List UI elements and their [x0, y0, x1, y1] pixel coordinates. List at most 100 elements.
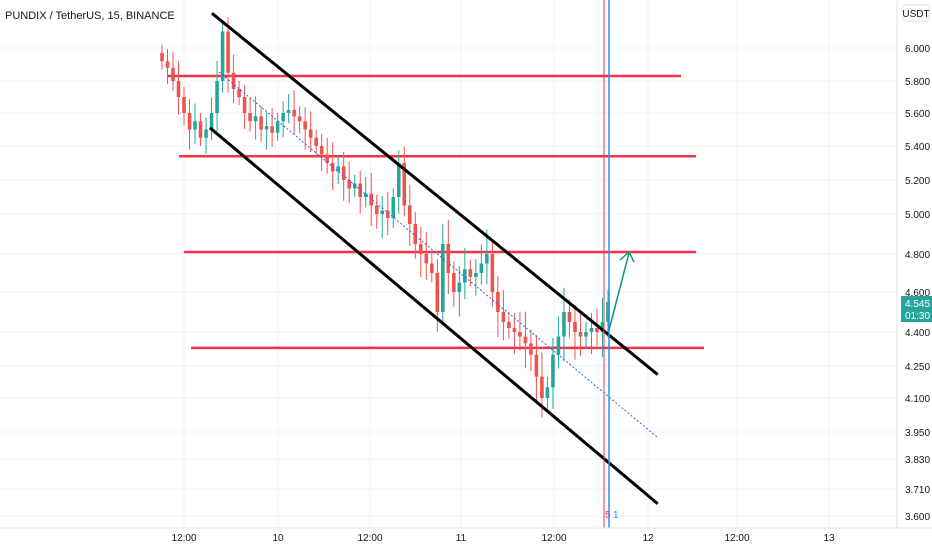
time-tick-label: 11 [456, 533, 467, 544]
candle-body [567, 312, 572, 322]
candles [160, 17, 610, 418]
candle-body [314, 137, 318, 146]
price-tick-label: 4.250 [905, 362, 930, 373]
time-tick-label: 12 [642, 533, 654, 544]
candle-body [518, 332, 522, 337]
chart-title: PUNDIX / TetherUS, 15, BINANCE [5, 10, 175, 22]
price-tick-label: 3.830 [905, 455, 930, 466]
currency-badge[interactable]: USDT [902, 4, 930, 22]
candle-body [237, 89, 241, 97]
candle-body [446, 244, 451, 273]
channel-midline [218, 71, 658, 438]
current-price-tag-box [901, 296, 932, 322]
candle-body [501, 312, 506, 322]
candle-body [336, 166, 340, 172]
candle-body [352, 183, 357, 189]
candle-body [308, 129, 313, 138]
candle-body [589, 328, 594, 332]
candle-body [391, 197, 396, 218]
candle-body [523, 336, 528, 344]
time-tick-label: 10 [272, 533, 284, 544]
candle-body [556, 336, 561, 355]
candle-body [374, 205, 379, 214]
candle-body [187, 113, 192, 130]
price-tick-label: 5.800 [905, 77, 930, 88]
candle-body [275, 121, 280, 133]
arrow-head-icon [619, 250, 635, 263]
candle-body [242, 97, 247, 113]
candle-body [259, 116, 263, 130]
horizontal-levels [167, 74, 704, 350]
candle-body [231, 72, 236, 89]
candle-body [534, 354, 539, 377]
candle-body [297, 116, 302, 122]
candle-body [507, 322, 511, 328]
candle-body [474, 273, 478, 277]
candle-body [573, 322, 577, 332]
candle-body [303, 121, 307, 130]
candle-body [441, 244, 445, 312]
candle-body [165, 61, 170, 68]
candle-body [226, 31, 230, 73]
candle-body [253, 116, 258, 122]
currency-badge-box [902, 4, 930, 22]
candle-body [363, 193, 368, 197]
time-tick-label: 12:00 [724, 533, 749, 544]
current-price-value: 4.545 [905, 299, 930, 310]
candle-body [606, 302, 610, 322]
candle-body [248, 113, 252, 122]
price-axis[interactable]: 6.000 5.800 5.600 5.400 5.200 5.000 4.800 4.600… [905, 44, 930, 523]
time-tick-label: 12:00 [357, 533, 382, 544]
candle-body [292, 109, 296, 117]
price-tick-label: 4.600 [905, 288, 930, 299]
candle-body [551, 354, 555, 388]
candle-body [347, 180, 352, 189]
candle-body [457, 282, 462, 292]
candle-body [512, 328, 517, 332]
session-marker-red: 5 [605, 510, 611, 521]
candle-body [435, 273, 440, 312]
currency-label: USDT [902, 9, 929, 20]
candle-body [562, 312, 566, 337]
candle-body [198, 121, 203, 138]
candle-body [341, 166, 346, 180]
breakout-arrow [608, 252, 630, 331]
channel-lower-line [209, 126, 659, 505]
grid-lines [0, 0, 897, 528]
candle-body [182, 97, 186, 113]
candle-body [413, 224, 418, 244]
candle-body [490, 254, 495, 292]
candle-body [325, 154, 329, 163]
candle-body [545, 387, 550, 398]
current-price-tag: 4.545 01:30 [901, 296, 932, 322]
candle-body [407, 205, 412, 224]
channel-upper-line [211, 12, 659, 376]
time-tick-label: 13 [823, 533, 835, 544]
candle-body [385, 210, 390, 218]
candle-body [209, 113, 214, 130]
candle-body [496, 292, 500, 312]
price-tick-label: 4.400 [905, 328, 930, 339]
candle-body [264, 126, 269, 130]
time-axis[interactable]: 12:00 10 12:00 11 12:00 12 12:00 13 [171, 533, 835, 544]
price-tick-label: 5.200 [905, 176, 930, 187]
trend-channel [209, 12, 659, 505]
candle-body [193, 121, 197, 130]
candle-body [418, 244, 423, 254]
candle-body [430, 263, 434, 273]
candle-body [319, 146, 324, 155]
candle-body [595, 328, 599, 332]
price-tick-label: 3.600 [905, 512, 930, 523]
candle-body [286, 109, 291, 113]
candle-body [540, 376, 544, 398]
candle-body [468, 269, 473, 277]
price-tick-label: 3.950 [905, 428, 930, 439]
candle-body [584, 332, 588, 337]
candle-body [479, 263, 484, 273]
countdown-value: 01:30 [905, 311, 930, 322]
candle-body [369, 193, 374, 206]
candle-body [204, 129, 208, 138]
candle-body [281, 113, 285, 122]
candle-body [402, 163, 407, 206]
